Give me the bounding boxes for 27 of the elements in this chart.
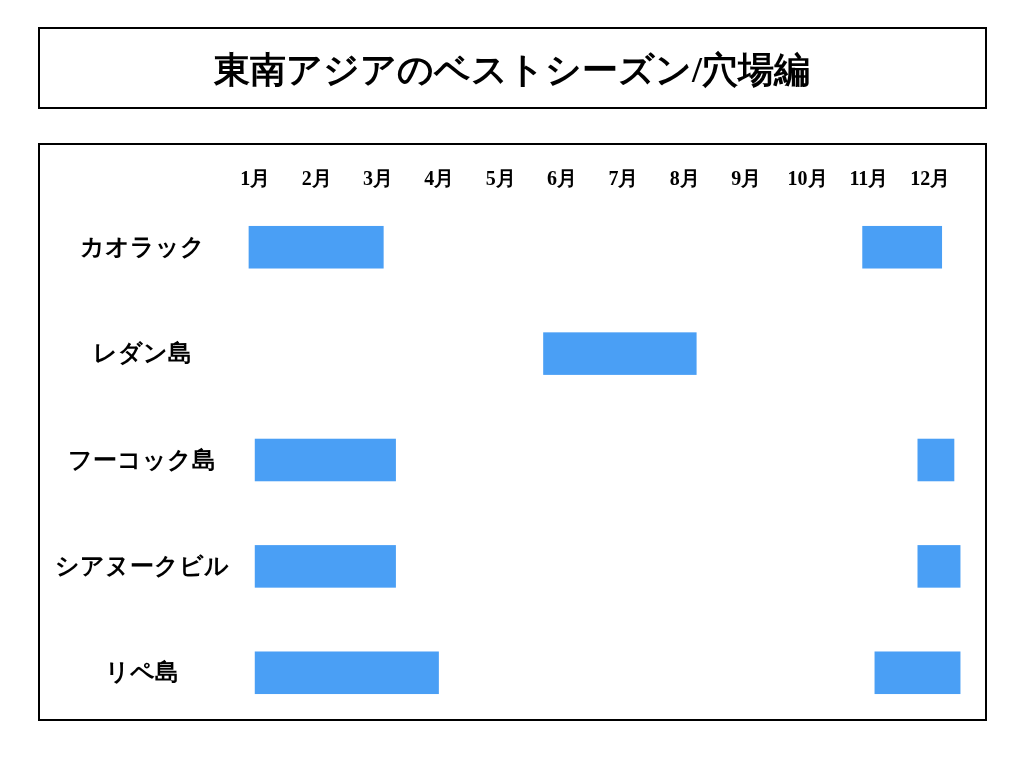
bar	[254, 438, 396, 482]
bar	[874, 651, 961, 695]
y-tick-label: カオラック	[79, 233, 205, 260]
x-tick-label: 11月	[849, 167, 889, 189]
chart-title: 東南アジアのベストシーズン/穴場編	[212, 50, 811, 90]
bar	[917, 545, 961, 588]
x-tick-label: 6月	[547, 167, 578, 189]
y-tick-label: リペ島	[105, 659, 179, 686]
y-tick-label: フーコック島	[68, 446, 216, 473]
x-tick-label: 3月	[363, 167, 393, 189]
x-tick-label: 2月	[301, 167, 332, 189]
x-tick-label: 5月	[485, 167, 516, 189]
x-tick-label: 4月	[424, 167, 455, 189]
x-tick-label: 9月	[731, 167, 762, 189]
x-tick-label: 7月	[608, 167, 639, 189]
bar	[248, 225, 384, 269]
x-tick-label: 1月	[240, 167, 271, 189]
y-tick-label: レダン島	[92, 340, 192, 367]
x-tick-label: 12月	[910, 167, 951, 189]
x-tick-label: 10月	[787, 167, 828, 189]
bar	[254, 651, 439, 695]
bar	[862, 225, 943, 269]
y-tick-label: シアヌークビル	[55, 553, 229, 580]
bar	[543, 332, 697, 375]
x-tick-label: 8月	[669, 167, 700, 189]
bar	[254, 545, 396, 588]
bar	[917, 438, 955, 482]
